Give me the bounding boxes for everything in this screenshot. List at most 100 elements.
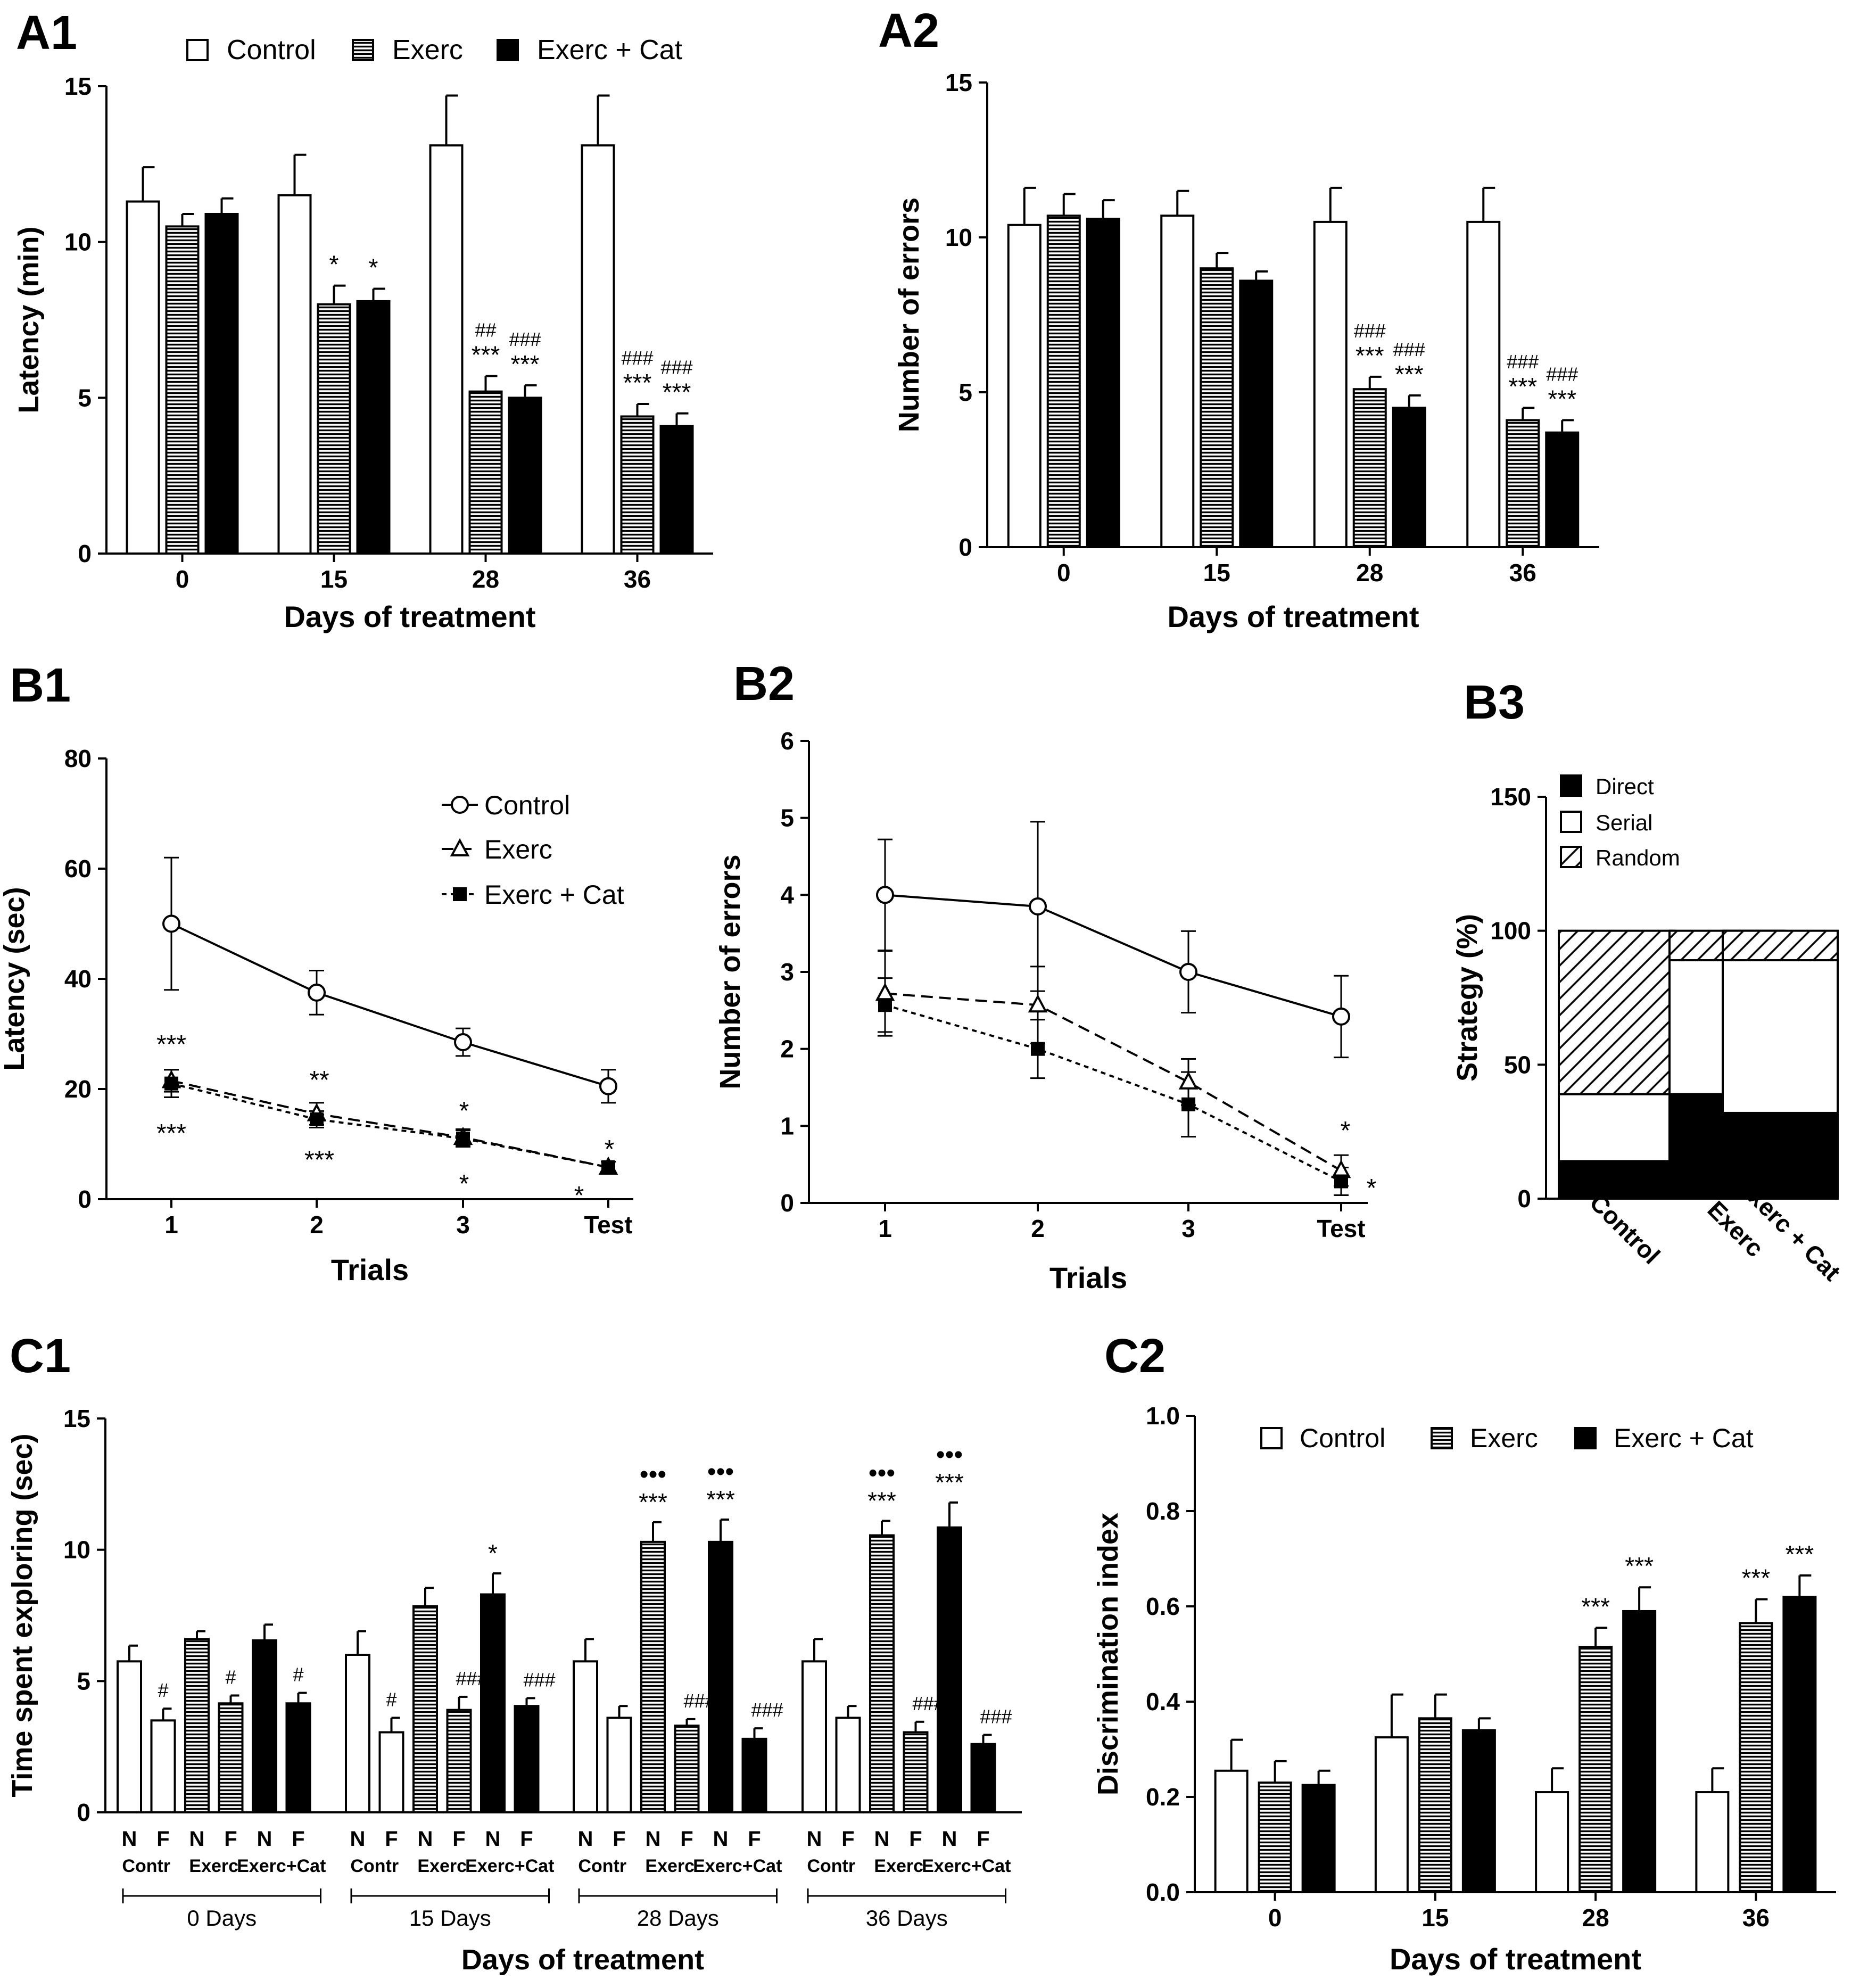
bar-object-label: N bbox=[942, 1827, 957, 1851]
y-axis-title: Strategy (%) bbox=[1451, 914, 1483, 1082]
bar-control-N bbox=[345, 1654, 370, 1813]
x-tick-label: 3 bbox=[1181, 1215, 1195, 1242]
group-label: Exerc bbox=[645, 1856, 695, 1876]
group-label: Contr bbox=[807, 1856, 855, 1876]
significance-marker: *** bbox=[511, 350, 540, 378]
stacked-segment-direct bbox=[1558, 1160, 1675, 1200]
y-tick-label: 15 bbox=[63, 1405, 90, 1432]
data-point-circle bbox=[599, 1077, 617, 1095]
significance-marker: * bbox=[574, 1182, 584, 1210]
group-label: Exerc bbox=[874, 1856, 923, 1876]
bar-exerc-cat-15 bbox=[356, 300, 391, 555]
data-point-triangle bbox=[875, 983, 895, 1001]
bar-control-0 bbox=[1007, 224, 1042, 549]
significance-marker: * bbox=[369, 253, 378, 281]
bar-control-N bbox=[801, 1660, 827, 1813]
bar-exerc-cat-36 bbox=[659, 425, 694, 555]
significance-marker: * bbox=[1341, 1117, 1351, 1145]
x-tick-label: 36 bbox=[1509, 559, 1536, 587]
significance-marker: ### bbox=[660, 357, 692, 378]
legend-label: Exerc bbox=[392, 35, 463, 65]
legend-swatch bbox=[186, 39, 209, 61]
series-line-exerc-cat bbox=[885, 1004, 1342, 1183]
bar-exerc-F bbox=[674, 1725, 700, 1813]
y-tick-label: 10 bbox=[63, 1536, 90, 1564]
bar-control-15 bbox=[277, 194, 312, 555]
bar-exerc-cat-28 bbox=[1622, 1610, 1657, 1893]
bar-object-label: F bbox=[224, 1827, 237, 1851]
x-tick-label: 36 bbox=[624, 565, 651, 593]
period-label: 15 Days bbox=[409, 1905, 491, 1931]
y-axis-title: Latency (sec) bbox=[0, 887, 30, 1070]
bar-object-label: F bbox=[841, 1827, 854, 1851]
legend-label: Serial bbox=[1596, 810, 1652, 835]
y-tick-label: 150 bbox=[1490, 783, 1531, 811]
y-axis-title: Number of errors bbox=[893, 197, 925, 432]
bar-exerc-0 bbox=[165, 225, 200, 555]
significance-marker: ### bbox=[1546, 363, 1578, 385]
legend-marker bbox=[450, 838, 470, 856]
y-axis-title: Discrimination index bbox=[1092, 1513, 1124, 1795]
legend-marker bbox=[453, 887, 467, 901]
y-axis-title: Number of errors bbox=[714, 854, 746, 1089]
y-tick-label: 3 bbox=[780, 958, 794, 986]
bar-control-N bbox=[573, 1660, 598, 1813]
bar-exerc-cat-N bbox=[480, 1593, 506, 1814]
bar-exerc-N bbox=[869, 1534, 895, 1814]
legend-label: Control bbox=[1300, 1423, 1385, 1453]
legend-label: Exerc bbox=[484, 835, 552, 864]
group-label: Contr bbox=[350, 1856, 399, 1876]
x-tick-label: 2 bbox=[1031, 1215, 1045, 1242]
x-axis-title: Days of treatment bbox=[1167, 600, 1419, 633]
significance-marker: *** bbox=[1395, 360, 1424, 388]
panel-label: B1 bbox=[10, 659, 71, 712]
y-tick-label: 5 bbox=[78, 384, 92, 411]
bar-object-label: N bbox=[713, 1827, 729, 1851]
significance-marker: * bbox=[459, 1170, 469, 1198]
significance-marker: *** bbox=[1581, 1593, 1610, 1620]
y-tick-label: 100 bbox=[1490, 917, 1531, 945]
legend-label: Direct bbox=[1596, 774, 1654, 799]
y-tick-label: 40 bbox=[64, 965, 92, 993]
bar-exerc-cat-N bbox=[252, 1639, 277, 1814]
y-tick-label: 2 bbox=[780, 1035, 794, 1063]
y-tick-label: 80 bbox=[64, 745, 92, 772]
bar-exerc-15 bbox=[317, 303, 351, 555]
significance-marker: *** bbox=[706, 1486, 735, 1513]
legend-swatch bbox=[497, 39, 519, 61]
x-tick-label: 28 bbox=[1582, 1904, 1609, 1932]
bar-exerc-N bbox=[184, 1638, 210, 1813]
panel-label: C2 bbox=[1104, 1330, 1166, 1383]
bar-exerc-N bbox=[412, 1605, 438, 1814]
significance-marker: *** bbox=[1548, 385, 1576, 413]
bar-object-label: F bbox=[680, 1827, 693, 1851]
significance-marker: *** bbox=[1356, 342, 1384, 369]
y-tick-label: 0 bbox=[958, 533, 972, 561]
significance-marker: # bbox=[386, 1688, 396, 1710]
significance-marker: *** bbox=[663, 378, 691, 406]
y-tick-label: 15 bbox=[64, 72, 92, 100]
bar-control-28 bbox=[1535, 1791, 1569, 1894]
y-tick-label: 10 bbox=[64, 228, 92, 256]
x-axis-title: Trials bbox=[331, 1253, 409, 1286]
data-point-square bbox=[1031, 1042, 1045, 1056]
data-point-circle bbox=[454, 1033, 472, 1052]
y-tick-label: 5 bbox=[958, 378, 972, 406]
y-tick-label: 5 bbox=[780, 804, 794, 832]
bar-object-label: F bbox=[385, 1827, 398, 1851]
y-axis-title: Time spent exploring (sec) bbox=[6, 1433, 38, 1797]
stacked-segment-serial bbox=[1722, 959, 1839, 1114]
x-tick-label: 15 bbox=[1422, 1904, 1449, 1932]
significance-marker: *** bbox=[1742, 1564, 1771, 1592]
data-point-circle bbox=[1179, 963, 1197, 981]
x-tick-label: Control bbox=[1584, 1188, 1665, 1269]
significance-marker: # bbox=[158, 1679, 168, 1701]
bar-object-label: N bbox=[418, 1827, 433, 1851]
x-tick-label: 0 bbox=[1057, 559, 1071, 587]
y-tick-label: 0.6 bbox=[1146, 1593, 1180, 1620]
x-axis-title: Days of treatment bbox=[461, 1944, 704, 1976]
bar-exerc-cat-N bbox=[708, 1540, 733, 1814]
x-tick-label: 15 bbox=[1203, 559, 1230, 587]
bar-exerc-28 bbox=[1352, 388, 1387, 548]
